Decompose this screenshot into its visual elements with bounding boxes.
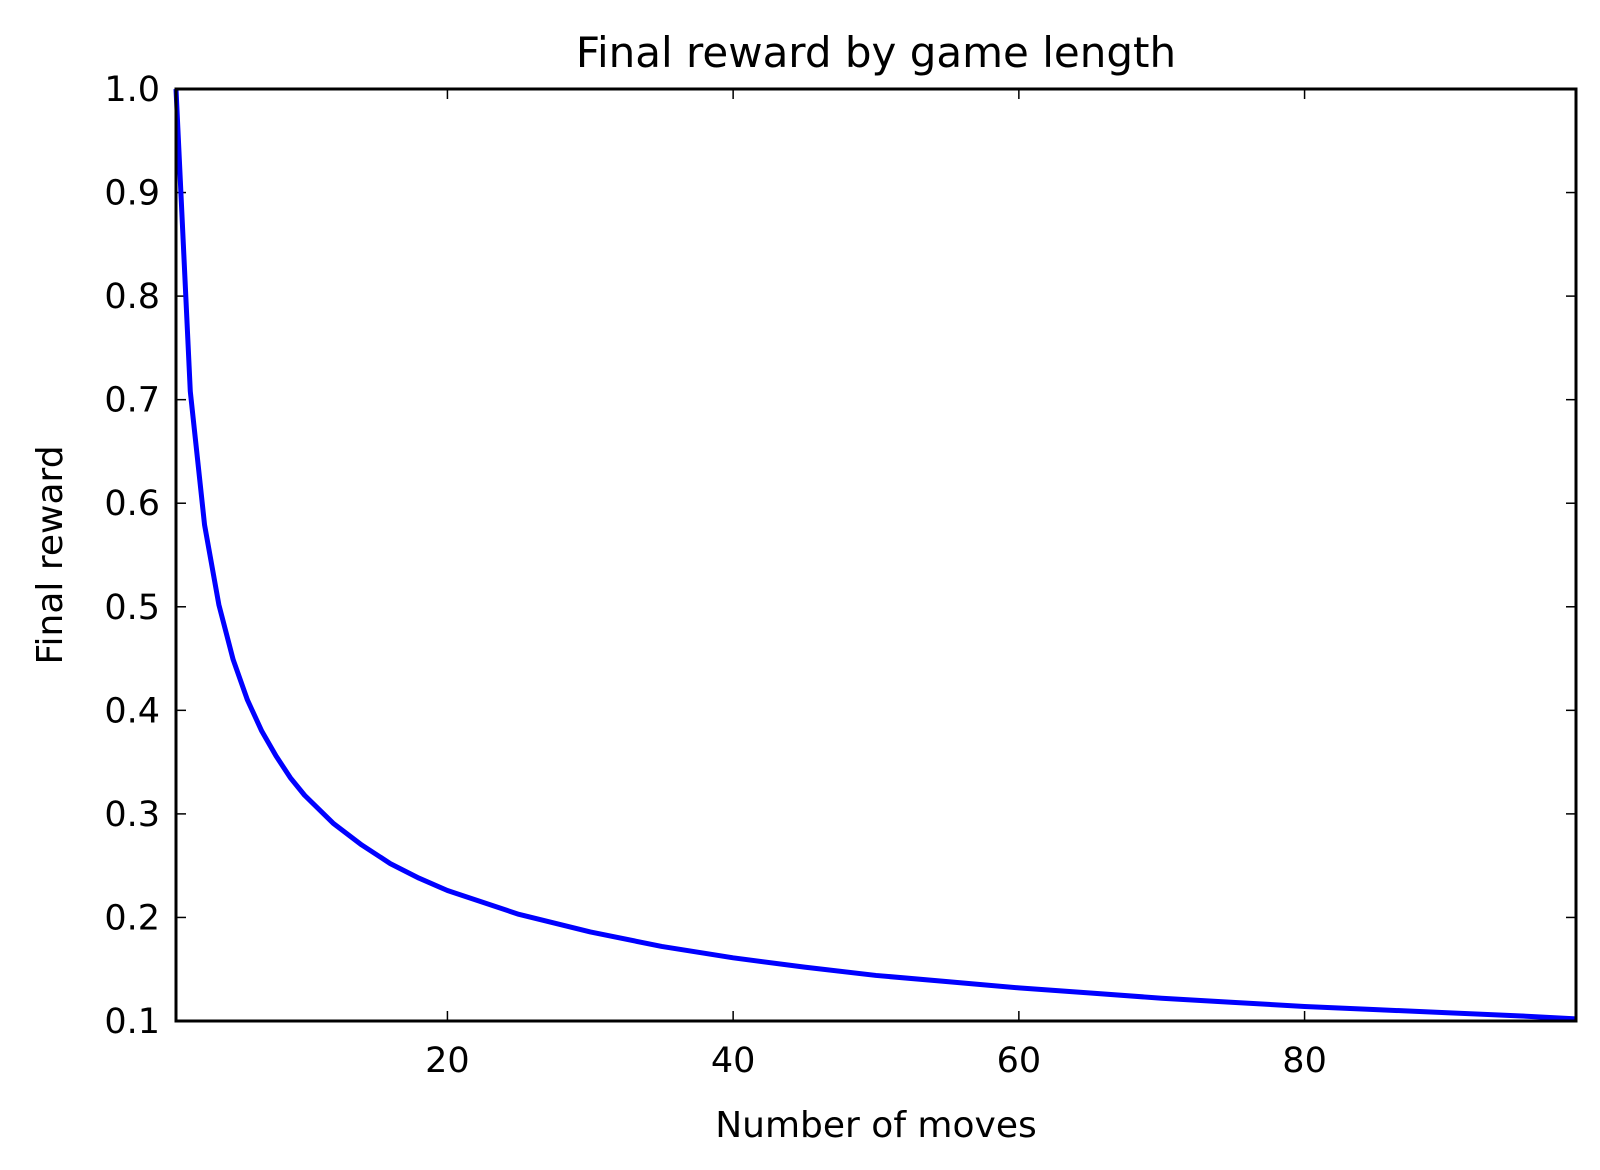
y-tick-label: 0.5 — [104, 588, 160, 628]
y-tick-label: 0.4 — [104, 691, 160, 731]
chart-title: Final reward by game length — [576, 28, 1176, 77]
y-tick-label: 0.9 — [104, 174, 160, 214]
plot-frame — [174, 87, 1578, 1023]
y-tick-label: 0.6 — [104, 484, 160, 524]
y-tick-label: 0.2 — [104, 898, 160, 938]
y-tick-label: 0.8 — [104, 277, 160, 317]
y-tick-label: 0.3 — [104, 795, 160, 835]
series-line — [173, 88, 1577, 1022]
x-tick-labels: 20 40 60 80 — [425, 1041, 1327, 1081]
x-tick-label: 20 — [425, 1041, 470, 1081]
y-tick-label: 0.7 — [104, 381, 160, 421]
x-tick-label: 80 — [1282, 1041, 1327, 1081]
x-axis-label: Number of moves — [715, 1105, 1037, 1146]
y-tick-label: 0.1 — [104, 1002, 160, 1042]
x-tick-label: 40 — [711, 1041, 756, 1081]
y-axis-label: Final reward — [30, 445, 71, 664]
y-tick-label: 1.0 — [104, 70, 160, 110]
y-tick-labels: 0.1 0.2 0.3 0.4 0.5 0.6 0.7 0.8 0.9 1.0 — [104, 70, 160, 1042]
x-tick-label: 60 — [997, 1041, 1042, 1081]
